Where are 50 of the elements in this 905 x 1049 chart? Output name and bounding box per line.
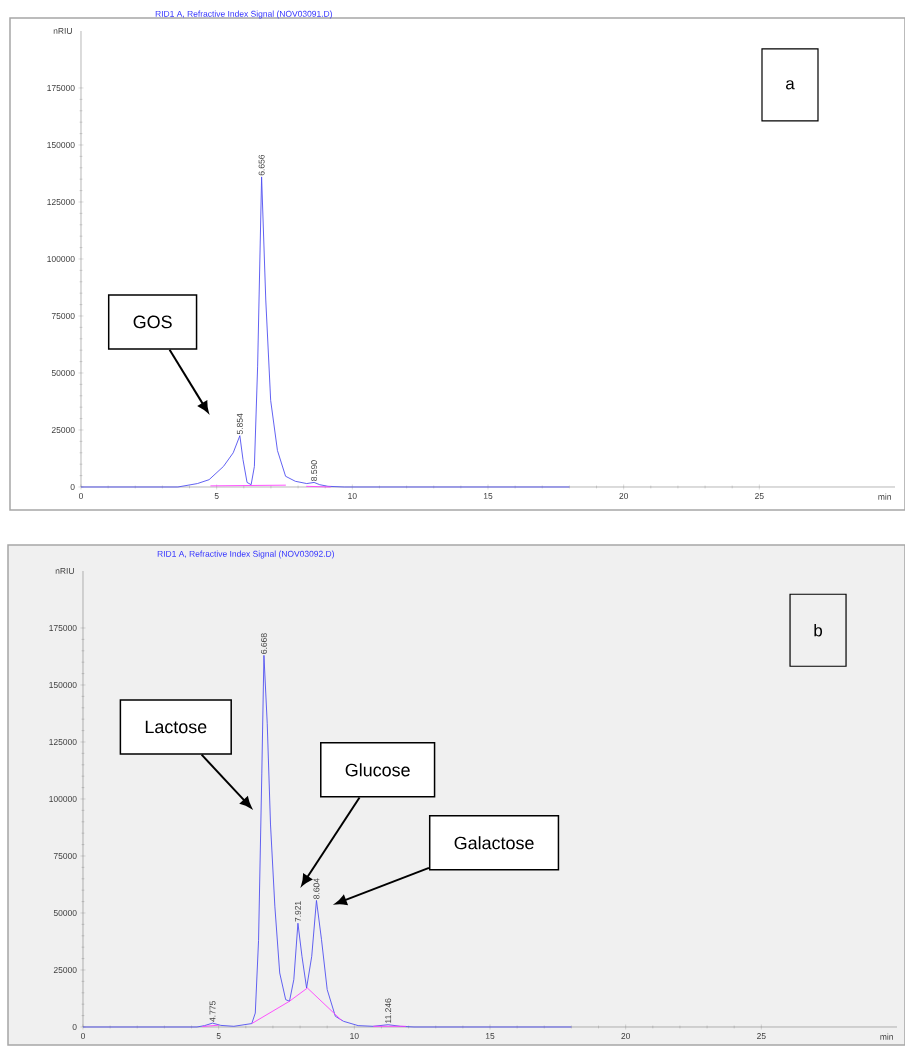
y-tick-label: 125000 xyxy=(49,739,77,745)
y-tick-label: 100000 xyxy=(47,256,75,262)
y-tick-label: 50000 xyxy=(51,370,75,376)
y-tick-label: 150000 xyxy=(47,142,75,148)
annotation: 7.921 xyxy=(294,901,301,922)
annotation: Galactose xyxy=(454,836,534,850)
y-tick-label: 0 xyxy=(70,484,75,490)
annotation: GOS xyxy=(133,315,172,329)
annotation: b xyxy=(814,624,823,637)
y-tick-label: 125000 xyxy=(47,198,75,205)
annotation: 4.775 xyxy=(209,1001,216,1022)
y-tick-label: 75000 xyxy=(51,313,75,319)
y-tick-label: 50000 xyxy=(53,910,77,916)
annotation: 6.668 xyxy=(260,633,267,654)
y-tick-label: 175000 xyxy=(47,84,75,91)
line-series xyxy=(80,176,570,488)
annotation: 8.604 xyxy=(313,878,320,899)
x-tick-label: 0 xyxy=(80,1033,86,1039)
annotation: 8.590 xyxy=(311,460,318,481)
y-tick-label: 0 xyxy=(72,1024,77,1030)
x-tick-label: 25 xyxy=(757,1033,766,1039)
annotation: 6.656 xyxy=(258,154,265,176)
x-tick-label: 10 xyxy=(350,1033,359,1039)
annotation: Glucose xyxy=(345,763,410,777)
x-tick-label: 0 xyxy=(78,493,84,499)
annotation: a xyxy=(786,80,795,90)
x-tick-label: 5 xyxy=(216,1033,221,1039)
chart-title: RID1 A, Refractive Index Signal (NOV03091.D) xyxy=(155,10,332,19)
y-tick-label: 25000 xyxy=(51,427,75,433)
x-axis-title: min xyxy=(880,1033,893,1040)
annotation: 11.246 xyxy=(385,998,392,1023)
x-tick-label: 5 xyxy=(214,493,219,499)
x-tick-label: 10 xyxy=(348,493,357,499)
x-tick-label: 25 xyxy=(755,493,764,499)
x-tick-label: 15 xyxy=(485,1033,495,1039)
y-axis-title: nRIU xyxy=(53,28,72,34)
x-tick-label: 15 xyxy=(483,493,493,499)
line-series xyxy=(82,654,572,1028)
y-tick-label: 75000 xyxy=(53,853,77,859)
x-tick-label: 20 xyxy=(621,1033,631,1039)
chart-title: RID1 A, Refractive Index Signal (NOV03092.D) xyxy=(157,550,334,559)
y-tick-label: 25000 xyxy=(53,967,77,973)
x-axis-title: min xyxy=(878,493,891,500)
y-axis-title: nRIU xyxy=(55,568,74,574)
y-tick-label: 150000 xyxy=(49,682,77,688)
annotation: Lactose xyxy=(145,720,207,734)
y-tick-label: 175000 xyxy=(49,625,77,631)
x-tick-label: 20 xyxy=(619,493,629,499)
annotation: 5.854 xyxy=(236,413,243,435)
y-tick-label: 100000 xyxy=(49,796,77,802)
